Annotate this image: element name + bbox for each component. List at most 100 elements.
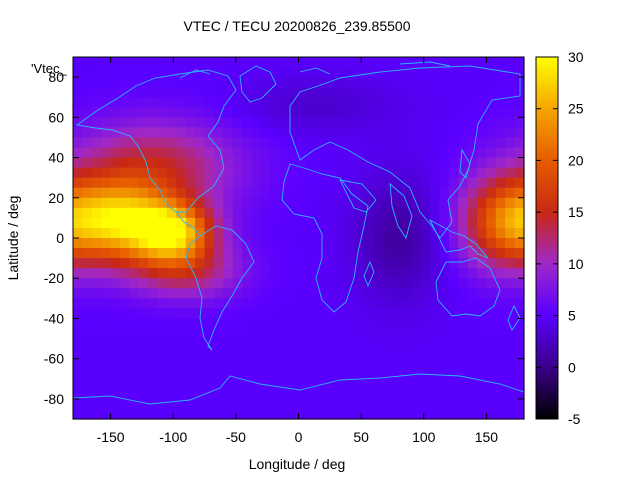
heatmap-cell	[223, 318, 234, 330]
heatmap-cell	[110, 358, 121, 370]
heatmap-cell	[307, 187, 318, 199]
heatmap-cell	[223, 87, 234, 98]
heatmap-cell	[505, 177, 516, 189]
heatmap-cell	[430, 117, 441, 128]
heatmap-cell	[204, 338, 215, 350]
heatmap-cell	[514, 388, 525, 400]
heatmap-cell	[486, 227, 497, 239]
heatmap-cell	[223, 107, 234, 118]
heatmap-cell	[317, 57, 328, 68]
heatmap-cell	[185, 187, 196, 199]
heatmap-cell	[477, 97, 488, 108]
heatmap-cell	[101, 328, 112, 340]
heatmap-cell	[101, 388, 112, 400]
heatmap-cell	[420, 77, 431, 88]
heatmap-cell	[185, 147, 196, 159]
heatmap-cell	[204, 268, 215, 279]
heatmap-cell	[411, 338, 422, 350]
heatmap-cell	[157, 67, 168, 78]
heatmap-cell	[373, 147, 384, 159]
heatmap-cell	[110, 187, 121, 199]
heatmap-cell	[439, 227, 450, 239]
heatmap-cell	[82, 298, 93, 309]
heatmap-cell	[495, 238, 506, 249]
heatmap-cell	[514, 157, 525, 169]
heatmap-cell	[430, 227, 441, 239]
heatmap-cell	[430, 338, 441, 350]
heatmap-cell	[448, 348, 459, 360]
heatmap-cell	[345, 358, 356, 370]
heatmap-cell	[129, 97, 140, 108]
heatmap-cell	[213, 378, 224, 390]
heatmap-cell	[82, 368, 93, 380]
heatmap-cell	[383, 227, 394, 239]
heatmap-cell	[495, 398, 506, 410]
heatmap-cell	[73, 67, 83, 78]
heatmap-cell	[439, 157, 450, 169]
heatmap-cell	[157, 167, 168, 179]
heatmap-cell	[495, 107, 506, 118]
heatmap-cell	[420, 157, 431, 169]
heatmap-cell	[138, 278, 149, 289]
heatmap-cell	[467, 258, 478, 269]
heatmap-cell	[110, 97, 121, 108]
heatmap-cell	[91, 358, 102, 370]
heatmap-cell	[119, 318, 130, 330]
heatmap-cell	[138, 187, 149, 199]
heatmap-cell	[317, 348, 328, 360]
heatmap-cell	[129, 258, 140, 269]
heatmap-cell	[73, 338, 83, 350]
heatmap-cell	[467, 107, 478, 118]
heatmap-cell	[157, 137, 168, 149]
heatmap-cell	[401, 167, 412, 179]
heatmap-cell	[383, 368, 394, 380]
heatmap-cell	[223, 248, 234, 259]
heatmap-cell	[392, 238, 403, 249]
heatmap-cell	[242, 338, 253, 350]
heatmap-cell	[298, 258, 309, 269]
heatmap-cell	[477, 167, 488, 179]
heatmap-cell	[204, 87, 215, 98]
heatmap-cell	[383, 258, 394, 269]
heatmap-cell	[232, 248, 243, 259]
heatmap-cell	[213, 358, 224, 370]
heatmap-cell	[138, 157, 149, 169]
heatmap-cell	[307, 328, 318, 340]
heatmap-cell	[157, 288, 168, 299]
heatmap-cell	[326, 197, 337, 209]
heatmap-cell	[495, 217, 506, 229]
heatmap-cell	[260, 177, 271, 189]
heatmap-cell	[401, 378, 412, 390]
heatmap-cell	[195, 288, 206, 299]
heatmap-cell	[148, 238, 159, 249]
heatmap-cell	[166, 258, 177, 269]
heatmap-cell	[392, 207, 403, 219]
heatmap-cell	[458, 308, 469, 320]
heatmap-cell	[195, 358, 206, 370]
heatmap-cell	[401, 288, 412, 299]
heatmap-cell	[458, 97, 469, 108]
heatmap-cell	[260, 348, 271, 360]
heatmap-cell	[110, 67, 121, 78]
colorbar	[535, 56, 559, 420]
heatmap-cell	[345, 107, 356, 118]
heatmap-cell	[467, 308, 478, 320]
heatmap-cell	[166, 167, 177, 179]
heatmap-cell	[73, 87, 83, 98]
heatmap-cell	[157, 408, 168, 420]
heatmap-cell	[157, 318, 168, 330]
heatmap-cell	[166, 57, 177, 68]
heatmap-cell	[73, 308, 83, 320]
heatmap-cell	[101, 248, 112, 259]
heatmap-cell	[448, 167, 459, 179]
heatmap-cell	[495, 77, 506, 88]
heatmap-cell	[223, 288, 234, 299]
heatmap-cell	[514, 248, 525, 259]
heatmap-cell	[411, 388, 422, 400]
heatmap-cell	[317, 217, 328, 229]
heatmap-cell	[166, 408, 177, 420]
heatmap-cell	[166, 77, 177, 88]
heatmap-cell	[430, 127, 441, 139]
heatmap-cell	[448, 137, 459, 149]
heatmap-cell	[505, 388, 516, 400]
